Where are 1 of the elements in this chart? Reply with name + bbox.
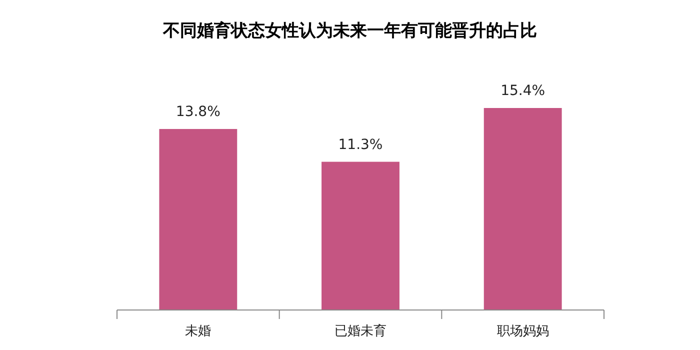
- title: 不同婚育状态女性认为未来一年有可能晋升的占比: [163, 21, 537, 41]
